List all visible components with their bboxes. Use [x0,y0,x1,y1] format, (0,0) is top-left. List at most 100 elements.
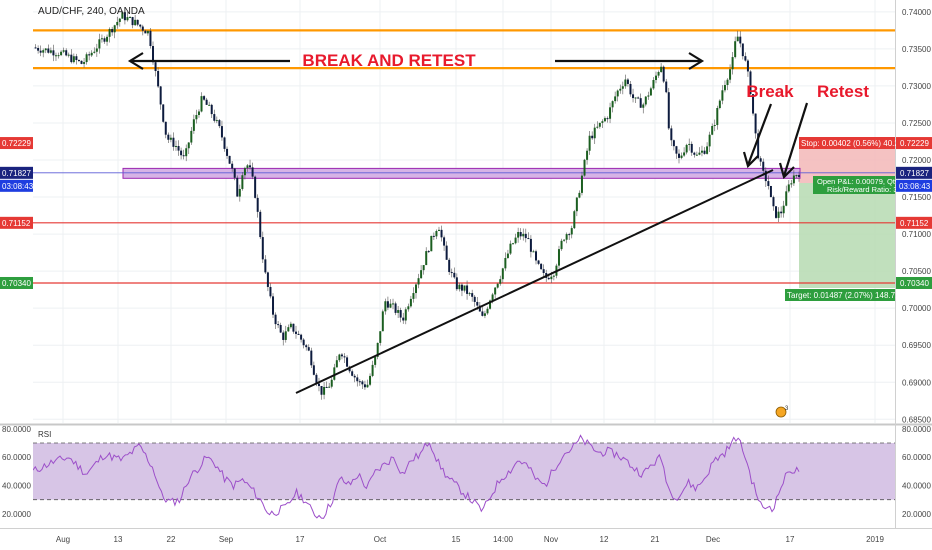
candle-bull [685,144,688,153]
candle-bear [233,168,236,178]
candle-bear [65,50,68,56]
candle-bull [374,356,377,365]
candle-bear [159,86,162,105]
candle-bear [282,332,285,340]
candle-bear [123,12,126,21]
candle-bear [767,181,770,186]
candle-bull [146,30,149,34]
rsi-title[interactable]: RSI [38,430,51,439]
candle-bear [427,251,430,253]
candle-bull [489,300,492,309]
candle-bull [609,107,612,119]
candle-bear [77,60,80,62]
candle-bear [269,286,272,297]
candle-bull [655,75,658,81]
candle-bear [481,311,484,316]
candle-bull [501,268,504,280]
candle-bear [399,310,402,318]
time-tick: 22 [167,535,176,544]
candle-bull [726,79,729,85]
candle-bear [80,60,83,64]
candle-bull [404,309,407,321]
main-panel[interactable] [33,0,895,423]
candle-bear [220,126,223,138]
candle-bull [392,303,395,305]
candle-bear [524,233,527,239]
candlestick-series[interactable] [34,8,800,400]
candle-bull [777,211,780,218]
candle-bull [711,126,714,135]
candle-bear [535,251,538,261]
price-tick: 0.70500 [902,267,931,276]
candle-bear [251,167,254,177]
candle-bull [328,386,331,388]
earnings-badge-icon[interactable] [775,406,787,418]
time-tick: 21 [651,535,660,544]
candle-bull [619,88,622,91]
time-tick: 12 [600,535,609,544]
time-tick: 17 [786,535,795,544]
candle-bull [430,235,433,252]
target-label-text: Target: 0.01487 (2.07%) 148.7, Ar [787,291,907,300]
left-current-price: 0.71827 [2,169,31,178]
candle-bull [197,111,200,115]
rsi-tick: 20.0000 [902,510,931,519]
candle-bear [39,50,42,53]
target-zone[interactable] [799,183,895,288]
left-price-axis[interactable]: 0.72229 0.71827 03:08:43 0.71152 0.70340 [0,137,34,289]
candle-bull [397,310,400,313]
candle-bear [772,197,775,207]
candle-bull [412,293,415,299]
candle-bear [52,50,55,56]
candle-bear [141,26,144,31]
candle-bear [37,47,40,51]
candle-bull [420,270,423,279]
candle-bull [415,284,417,294]
time-axis[interactable]: Aug 13 22 Sep 17 Oct 15 14:00 Nov 12 21 Dec 17 2019 [56,535,885,544]
candle-bear [302,339,305,346]
candle-bear [665,81,668,93]
candle-bull [550,276,553,280]
candle-bull [323,386,326,395]
price-axis[interactable]: 0.74000 0.73500 0.73000 0.72500 0.72000 0.715… [896,8,932,424]
support-zone[interactable] [122,167,801,179]
candle-bull [208,104,211,106]
candle-bear [226,148,229,156]
right-entry-price: 0.71152 [900,219,929,228]
time-tick: 2019 [866,535,884,544]
candle-bear [690,143,693,153]
rsi-tick: 40.0000 [902,482,931,491]
price-tick: 0.73500 [902,45,931,54]
candle-bear [131,17,134,26]
candle-bull [108,29,111,37]
candle-bear [144,30,147,34]
rsi-indicator[interactable] [33,434,895,519]
time-tick: Aug [56,535,70,544]
candle-bear [519,232,522,237]
candle-bear [266,272,269,287]
candle-bear [542,269,545,274]
candle-bear [312,365,315,375]
candle-bull [614,96,617,102]
candle-bull [417,278,420,285]
candle-bear [361,381,364,385]
candle-bull [522,233,525,237]
candle-bear [741,43,744,57]
rsi-tick: 60.0000 [902,453,931,462]
candle-bull [134,19,137,26]
uptrend-line[interactable] [295,169,774,394]
candle-bull [583,159,586,176]
candle-bull [504,257,507,269]
candle-bull [113,25,116,33]
candle-bear [547,277,550,280]
candle-bull [731,57,734,70]
left-stop-price-box [0,137,33,150]
candle-bull [98,39,101,49]
rsi-axis[interactable]: 80.0000 80.0000 60.0000 60.0000 40.0000 40.00… [2,425,931,519]
rsi-tick-left: 60.0000 [2,453,31,462]
candle-bull [565,234,568,240]
candle-bear [675,146,678,154]
candle-bear [228,155,231,164]
symbol-header[interactable]: AUD/CHF, 240, OANDA [38,6,145,17]
candle-bear [154,62,157,72]
